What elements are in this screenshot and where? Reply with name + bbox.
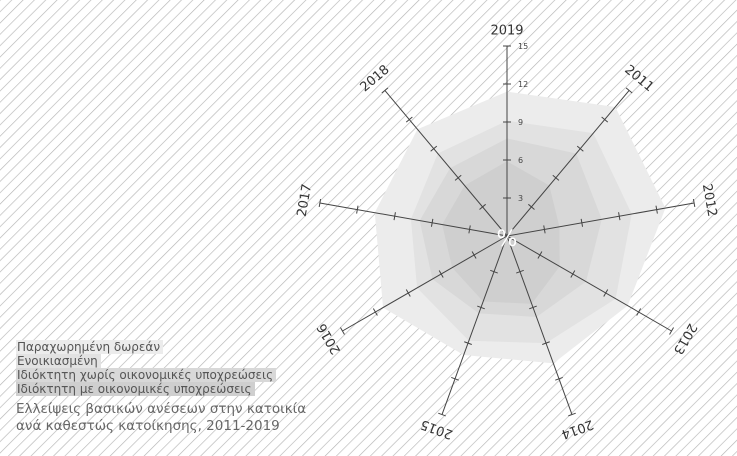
- tick-label-9: 9: [518, 118, 523, 127]
- axis-tick: [543, 225, 546, 234]
- axis-line-2013: [506, 235, 672, 332]
- axis-tick: [542, 341, 550, 345]
- axis-label-2012: 2012: [699, 183, 720, 218]
- axis-tick: [490, 269, 498, 274]
- axis-tick: [468, 225, 471, 234]
- axis-tick: [372, 308, 378, 316]
- axis-tick: [464, 341, 472, 345]
- axis-tick: [477, 305, 485, 310]
- axis-label-2017: 2017: [295, 183, 316, 218]
- axis-tick: [393, 212, 396, 221]
- axis-tick: [471, 251, 477, 259]
- axis-tick: [438, 412, 446, 417]
- axis-tick: [576, 145, 584, 152]
- series-area-4: [442, 161, 560, 304]
- axis-tick: [451, 376, 459, 381]
- unit-label: %: [497, 227, 518, 252]
- axis-tick: [636, 308, 642, 316]
- legend-item-series-4: Ιδιόκτητη με οικονομικές υποχρεώσεις: [16, 382, 255, 396]
- axis-tick: [669, 327, 674, 335]
- axis-tick: [528, 203, 535, 210]
- axis-line-2018: [384, 90, 508, 237]
- axis-tick: [356, 205, 359, 214]
- tick-label-3: 3: [518, 194, 523, 203]
- axis-tick: [537, 251, 543, 259]
- axis-tick: [692, 198, 696, 208]
- axis-label-2019: 2019: [490, 23, 523, 38]
- axis-tick: [601, 116, 609, 123]
- legend-item-series-2: Ενοικιασμένη: [16, 354, 101, 368]
- axis-tick: [454, 174, 462, 181]
- axis-line-2014: [506, 235, 573, 415]
- series-layer: [374, 91, 666, 364]
- axis-tick: [516, 269, 524, 274]
- axis-tick: [555, 376, 563, 381]
- tick-label-12: 12: [518, 80, 528, 89]
- axes-layer: [318, 45, 696, 417]
- axis-tick: [438, 270, 444, 278]
- axis-line-2011: [506, 90, 630, 237]
- axis-tick: [529, 305, 537, 310]
- tick-label-6: 6: [518, 156, 523, 165]
- legend-item-series-3: Ιδιόκτητη χωρίς οικονομικές υποχρεώσεις: [16, 368, 277, 382]
- axis-tick: [618, 212, 621, 221]
- axis-line-2015: [441, 235, 508, 415]
- axis-tick: [625, 87, 633, 94]
- axis-tick: [405, 116, 413, 123]
- tick-label-15: 15: [518, 42, 528, 51]
- axis-line-2017: [319, 202, 508, 237]
- legend: Παραχωρημένη δωρεάν Ενοικιασμένη Ιδιόκτη…: [16, 340, 316, 435]
- axis-tick: [430, 218, 434, 227]
- axis-tick: [655, 205, 658, 214]
- axis-tick: [568, 412, 576, 417]
- axis-tick: [430, 145, 438, 152]
- axis-tick: [552, 174, 560, 181]
- chart-caption: Ελλείψεις βασικών ανέσεων στην κατοικία …: [16, 401, 316, 435]
- axis-line-2012: [506, 202, 695, 237]
- axis-tick: [603, 289, 609, 297]
- axis-tick: [405, 289, 411, 297]
- axis-tick: [479, 203, 486, 210]
- caption-line-2: ανά καθεστώς κατοίκησης, 2011-2019: [16, 418, 280, 434]
- legend-item-series-1: Παραχωρημένη δωρεάν: [16, 340, 164, 354]
- caption-line-1: Ελλείψεις βασικών ανέσεων στην κατοικία: [16, 401, 307, 417]
- axis-tick: [318, 198, 322, 208]
- axis-tick: [580, 218, 584, 227]
- axis-tick: [340, 327, 345, 335]
- axis-tick: [381, 87, 389, 94]
- axis-line-2016: [342, 235, 508, 332]
- axis-tick: [570, 270, 576, 278]
